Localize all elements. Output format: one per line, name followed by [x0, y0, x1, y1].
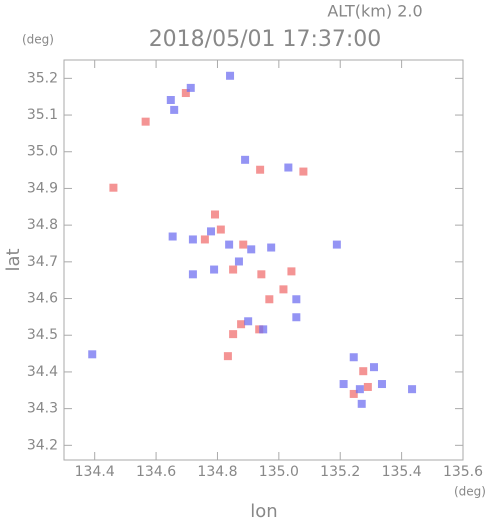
y-tick-label: 35.1 [27, 107, 58, 123]
point [349, 353, 358, 362]
point [226, 71, 235, 80]
point [332, 240, 341, 249]
point [265, 295, 274, 304]
point [207, 227, 216, 236]
point [244, 317, 253, 326]
point [377, 380, 386, 389]
point [241, 155, 250, 164]
point [186, 83, 195, 92]
y-tick-label: 34.2 [27, 437, 58, 453]
y-tick-label: 34.8 [27, 217, 58, 233]
point [369, 363, 378, 372]
point [257, 270, 266, 279]
point [363, 382, 372, 391]
chart-title: 2018/05/01 17:37:00 [149, 27, 382, 52]
point [166, 96, 175, 104]
point [256, 165, 265, 174]
y-axis-label: lat [3, 248, 24, 271]
point [181, 89, 190, 98]
point [210, 265, 219, 274]
point [292, 313, 301, 322]
x-unit: (deg) [454, 485, 486, 499]
y-tick-label: 34.4 [27, 364, 58, 380]
x-tick-label: 134.8 [197, 464, 237, 480]
point [234, 257, 243, 266]
point [188, 270, 197, 279]
point [188, 235, 197, 244]
point [170, 105, 179, 114]
point [287, 267, 296, 276]
y-unit: (deg) [22, 33, 54, 47]
point [168, 232, 177, 241]
x-tick-label: 134.6 [136, 464, 176, 480]
point [229, 330, 238, 339]
point [88, 350, 97, 359]
point [223, 352, 232, 361]
point [239, 240, 248, 249]
point [292, 295, 301, 304]
point [355, 385, 364, 394]
x-axis-label: lon [250, 501, 277, 521]
point [267, 243, 276, 252]
point [247, 245, 256, 254]
point [237, 320, 246, 329]
point [359, 367, 368, 376]
point [284, 163, 293, 172]
x-tick-label: 135.4 [382, 464, 422, 480]
chart-subtitle: ALT(km) 2.0 [327, 2, 422, 21]
point [339, 380, 348, 389]
x-tick-label: 135.6 [443, 464, 483, 480]
y-tick-label: 34.6 [27, 291, 58, 307]
point [279, 285, 288, 294]
point [229, 265, 238, 274]
y-tick-label: 35.2 [27, 70, 58, 86]
x-tick-label: 135.0 [259, 464, 299, 480]
point [211, 210, 220, 219]
y-tick-label: 34.5 [27, 327, 58, 343]
point [349, 389, 358, 398]
x-tick-label: 134.4 [75, 464, 115, 480]
point [141, 117, 150, 126]
point [216, 225, 225, 234]
point [200, 235, 209, 244]
point [259, 325, 268, 334]
point [109, 183, 118, 192]
x-tick-label: 135.2 [320, 464, 360, 480]
y-tick-label: 34.3 [27, 401, 58, 417]
y-tick-label: 34.9 [27, 180, 58, 196]
y-tick-label: 34.7 [27, 254, 58, 270]
point [357, 399, 366, 408]
y-tick-label: 35.0 [27, 144, 58, 160]
point [225, 240, 234, 249]
point [299, 167, 308, 176]
point [408, 385, 417, 394]
plot-frame [63, 59, 464, 461]
